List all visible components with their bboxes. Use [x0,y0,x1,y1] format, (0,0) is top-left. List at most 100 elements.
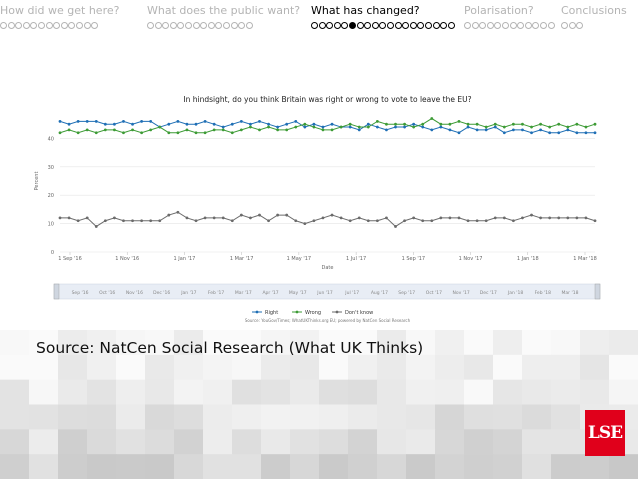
slide-dot[interactable] [409,22,417,29]
background-tile [58,454,88,479]
nav-section-title[interactable]: How did we get here? [0,4,120,17]
slide-dot[interactable] [371,22,379,29]
slide-dot[interactable] [568,22,576,29]
slide-dot[interactable] [7,22,15,29]
slide-dot[interactable] [91,22,99,29]
slide-dot[interactable] [83,22,91,29]
slide-dot[interactable] [364,22,372,29]
y-tick-label: 0 [51,250,54,256]
nav-section-1[interactable]: How did we get here? [0,4,120,29]
data-point [412,216,416,220]
slide-dot[interactable] [326,22,334,29]
nav-section-4[interactable]: Polarisation? [464,4,555,29]
slide-dot[interactable] [471,22,479,29]
background-tile [609,454,638,479]
x-tick-label: 1 Jul '17 [346,256,366,262]
nav-section-5[interactable]: Conclusions [561,4,627,29]
slide-dot[interactable] [386,22,394,29]
slide-dot[interactable] [494,22,502,29]
data-point [185,216,189,220]
slide-dot[interactable] [238,22,246,29]
slide-dot[interactable] [379,22,387,29]
slide-dot[interactable] [479,22,487,29]
slide-dot[interactable] [68,22,76,29]
slide-dot[interactable] [222,22,230,29]
slide-dot[interactable] [22,22,30,29]
background-tile [145,454,175,479]
background-tile [29,354,59,381]
slide-dot[interactable] [230,22,238,29]
slide-dot[interactable] [341,22,349,29]
slide-dot[interactable] [75,22,83,29]
background-tile [580,354,610,381]
nav-slide-dots [561,20,584,29]
slide-dot[interactable] [60,22,68,29]
slide-dot[interactable] [424,22,432,29]
slide-dot[interactable] [464,22,471,29]
slide-dot[interactable] [53,22,61,29]
nav-section-3[interactable]: What has changed? [311,4,455,29]
slide-dot[interactable] [162,22,170,29]
background-tile [609,354,638,381]
slide-dot[interactable] [432,22,440,29]
data-point [421,122,425,126]
data-point [357,125,361,129]
slide-dot[interactable] [394,22,402,29]
slide-dot[interactable] [154,22,162,29]
slide-dot[interactable] [184,22,192,29]
slide-dot[interactable] [547,22,555,29]
nav-section-title[interactable]: Conclusions [561,4,627,17]
background-tile [522,354,552,381]
slide-dot[interactable] [333,22,341,29]
slide-dot[interactable] [576,22,584,29]
nav-section-title[interactable]: What does the public want? [147,4,301,17]
slide-dot[interactable] [37,22,45,29]
slide-dot[interactable] [509,22,517,29]
data-point [375,125,379,129]
slide-dot[interactable] [539,22,547,29]
slide-dot[interactable] [311,22,318,29]
data-point [511,128,515,132]
slide-dot[interactable] [561,22,568,29]
slide-dot[interactable] [356,22,364,29]
x-tick-label: 1 Jan '18 [517,256,539,262]
slide-dot[interactable] [30,22,38,29]
nav-section-title[interactable]: Polarisation? [464,4,534,17]
data-point [140,119,144,123]
data-point [330,128,334,132]
slide-dot[interactable] [417,22,425,29]
slide-dot[interactable] [15,22,23,29]
data-point [122,119,125,123]
slide-dot[interactable] [447,22,455,29]
slide-dot[interactable] [200,22,208,29]
slide-dot[interactable] [169,22,177,29]
slide-dot[interactable] [517,22,525,29]
slide-dot[interactable] [524,22,532,29]
slide-dot[interactable] [207,22,215,29]
data-point [584,131,588,135]
slide-dot[interactable] [45,22,53,29]
slide-dot[interactable] [440,22,448,29]
data-point [194,131,198,135]
background-tile [203,379,233,405]
slide-dot[interactable] [0,22,7,29]
slide-dot[interactable] [245,22,253,29]
slide-dot[interactable] [177,22,185,29]
nav-section-2[interactable]: What does the public want? [147,4,301,29]
data-point [230,131,234,135]
slide-dot[interactable] [147,22,154,29]
lse-logo: LSE [585,410,625,456]
slide-dot[interactable] [486,22,494,29]
slide-dot[interactable] [532,22,540,29]
slide-dot[interactable] [402,22,410,29]
nav-section-title[interactable]: What has changed? [311,4,420,17]
slide-dot[interactable] [215,22,223,29]
slide-dot[interactable] [348,22,356,29]
background-tile [290,354,320,381]
slide-dot[interactable] [192,22,200,29]
data-point [131,122,134,126]
slide-dot[interactable] [501,22,509,29]
y-tick-label: 10 [48,222,54,228]
slide-dot[interactable] [318,22,326,29]
background-tile [551,379,581,405]
